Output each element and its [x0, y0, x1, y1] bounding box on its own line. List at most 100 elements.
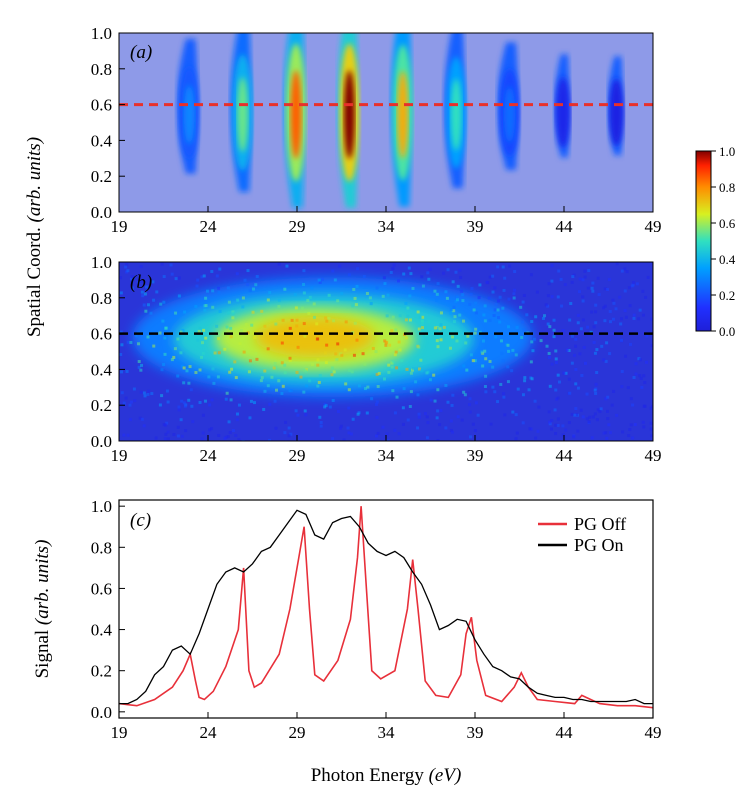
noise-pixel [462, 364, 466, 368]
noise-pixel [632, 281, 636, 285]
noise-pixel [155, 290, 159, 294]
noise-pixel [210, 398, 214, 402]
noise-pixel [163, 352, 167, 356]
noise-pixel [491, 365, 495, 369]
noise-pixel [629, 423, 633, 427]
noise-pixel [146, 303, 150, 307]
noise-pixel [439, 338, 443, 342]
noise-pixel [370, 397, 374, 401]
noise-pixel [270, 375, 274, 379]
noise-pixel [606, 288, 610, 292]
noise-pixel [242, 350, 246, 354]
noise-pixel [530, 340, 534, 344]
noise-pixel [529, 273, 533, 277]
noise-pixel [503, 276, 507, 280]
noise-pixel [130, 275, 134, 279]
noise-pixel [352, 287, 356, 291]
noise-pixel [356, 267, 360, 271]
noise-pixel [198, 368, 202, 372]
noise-pixel [201, 351, 205, 355]
panel-a-label: (a) [130, 42, 152, 63]
noise-pixel [588, 415, 592, 419]
noise-pixel [336, 342, 340, 346]
noise-pixel [520, 335, 524, 339]
noise-pixel [417, 327, 421, 331]
noise-pixel [632, 316, 636, 320]
noise-pixel [162, 275, 166, 279]
noise-pixel [568, 318, 572, 322]
noise-pixel [402, 272, 406, 276]
noise-pixel [259, 379, 263, 383]
noise-pixel [595, 348, 599, 352]
noise-pixel [302, 390, 306, 394]
noise-pixel [615, 413, 619, 417]
noise-pixel [187, 398, 191, 402]
noise-pixel [288, 326, 292, 330]
noise-pixel [140, 417, 144, 421]
noise-pixel [432, 373, 436, 377]
noise-pixel [449, 419, 453, 423]
colorbar: 0.0 0.2 0.4 0.6 0.8 1.0 [695, 144, 736, 339]
noise-pixel [530, 377, 534, 381]
noise-pixel [576, 313, 580, 317]
noise-pixel [564, 428, 568, 432]
noise-pixel [226, 286, 230, 290]
noise-pixel [634, 372, 638, 376]
noise-pixel [289, 432, 293, 436]
noise-pixel [235, 418, 239, 422]
noise-pixel [476, 413, 480, 417]
noise-pixel [484, 374, 488, 378]
noise-pixel [174, 277, 178, 281]
noise-pixel [302, 283, 306, 287]
noise-pixel [598, 410, 602, 414]
panel-b-x-tick-label: 24 [200, 446, 218, 465]
harmonic-peak [283, 33, 306, 208]
noise-pixel [550, 419, 554, 423]
noise-pixel [374, 350, 378, 354]
noise-pixel [444, 383, 448, 387]
noise-pixel [502, 395, 506, 399]
noise-pixel [348, 368, 352, 372]
noise-pixel [489, 422, 493, 426]
noise-pixel [227, 300, 231, 304]
noise-pixel [356, 412, 360, 416]
noise-pixel [280, 341, 284, 345]
noise-pixel [469, 353, 473, 357]
noise-pixel [404, 336, 408, 340]
noise-pixel [224, 397, 228, 401]
noise-pixel [246, 283, 250, 287]
noise-pixel [491, 274, 495, 278]
noise-pixel [491, 290, 495, 294]
noise-pixel [469, 435, 473, 439]
noise-pixel [557, 269, 561, 273]
noise-pixel [634, 362, 638, 366]
noise-pixel [143, 292, 147, 296]
noise-pixel [295, 318, 299, 322]
noise-pixel [366, 385, 370, 389]
noise-pixel [631, 436, 635, 440]
noise-pixel [525, 313, 529, 317]
noise-pixel [650, 317, 653, 321]
noise-pixel [375, 400, 379, 404]
noise-pixel [200, 275, 204, 279]
noise-pixel [310, 286, 314, 290]
noise-pixel [369, 302, 373, 306]
noise-pixel [531, 349, 535, 353]
noise-pixel [177, 276, 181, 280]
noise-pixel [177, 294, 181, 298]
noise-pixel [536, 429, 540, 433]
noise-pixel [411, 286, 415, 290]
noise-pixel [483, 319, 487, 323]
noise-pixel [468, 302, 472, 306]
noise-pixel [576, 321, 580, 325]
noise-pixel [145, 285, 149, 289]
panel-a-x-tick-label: 29 [289, 217, 306, 236]
noise-pixel [129, 277, 133, 281]
noise-pixel [639, 376, 643, 380]
noise-pixel [391, 389, 395, 393]
noise-pixel [374, 402, 378, 406]
noise-pixel [143, 394, 147, 398]
noise-pixel [459, 275, 463, 279]
noise-pixel [649, 421, 653, 425]
noise-pixel [459, 289, 463, 293]
